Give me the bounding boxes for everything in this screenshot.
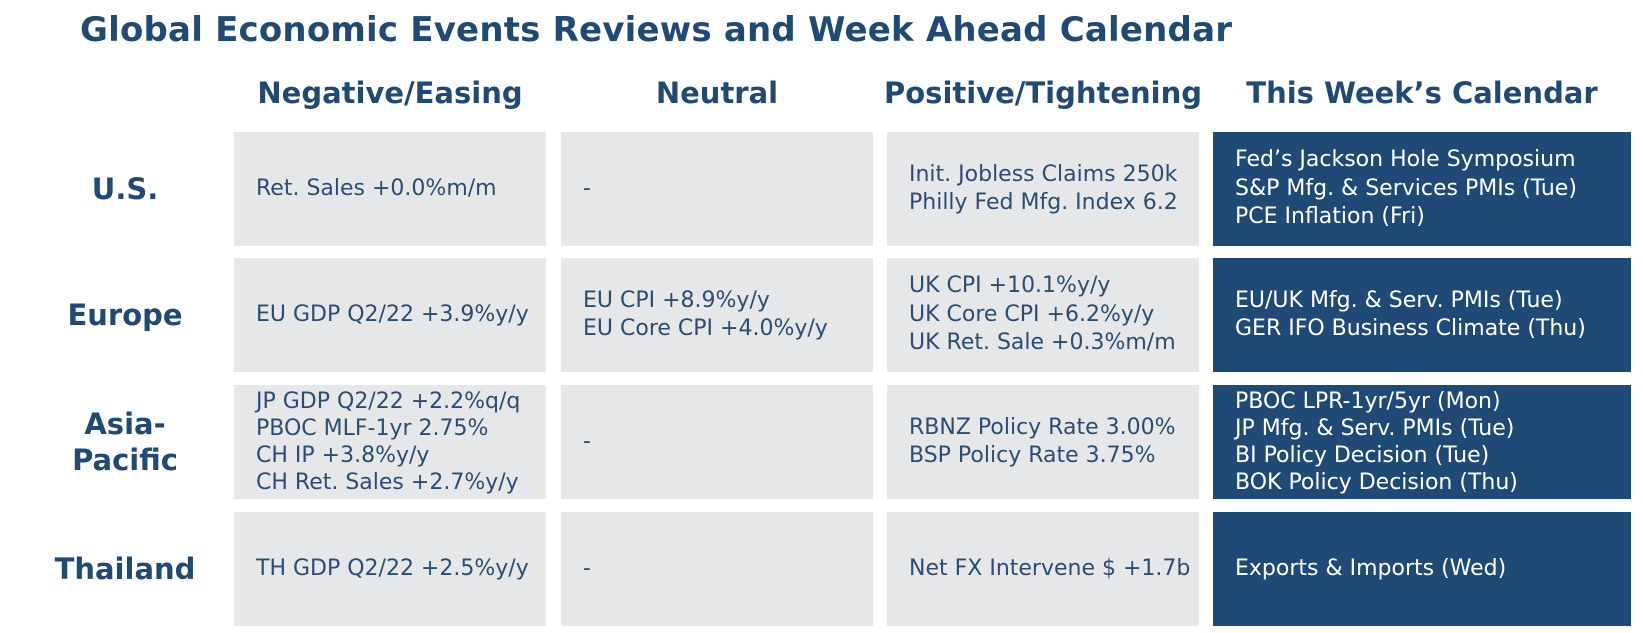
cell-europe-neutral: EU CPI +8.9%y/y EU Core CPI +4.0%y/y <box>561 258 873 372</box>
cell-line: BOK Policy Decision (Thu) <box>1235 470 1518 495</box>
cell-line: Init. Jobless Claims 250k <box>909 161 1178 187</box>
row-label-us: U.S. <box>91 172 159 206</box>
page-title: Global Economic Events Reviews and Week … <box>80 10 1233 50</box>
cell-europe-calendar: EU/UK Mfg. & Serv. PMIs (Tue) GER IFO Bu… <box>1213 258 1631 372</box>
cell-line: EU Core CPI +4.0%y/y <box>583 316 828 341</box>
column-header-this-weeks-calendar: This Week’s Calendar <box>1246 76 1598 110</box>
cell-thailand-negative: TH GDP Q2/22 +2.5%y/y <box>234 512 546 626</box>
cell-line: CH IP +3.8%y/y <box>256 443 430 468</box>
cell-asia-pacific-calendar: PBOC LPR-1yr/5yr (Mon) JP Mfg. & Serv. P… <box>1213 385 1631 499</box>
cell-thailand-neutral: - <box>561 512 873 626</box>
cell-line: UK Ret. Sale +0.3%m/m <box>909 330 1176 356</box>
cell-thailand-calendar: Exports & Imports (Wed) <box>1213 512 1631 626</box>
cell-line: BSP Policy Rate 3.75% <box>909 443 1156 468</box>
row-label-line: Asia- <box>84 407 166 441</box>
cell-europe-positive: UK CPI +10.1%y/y UK Core CPI +6.2%y/y UK… <box>887 258 1199 372</box>
cell-line: - <box>583 428 591 454</box>
cell-line: - <box>583 555 591 581</box>
row-label-line: Pacific <box>72 443 178 477</box>
cell-line: JP GDP Q2/22 +2.2%q/q <box>256 389 521 414</box>
cell-us-neutral: - <box>561 132 873 246</box>
cell-line: S&P Mfg. & Services PMIs (Tue) <box>1235 175 1577 201</box>
row-label-asia-pacific: Asia- Pacific <box>40 385 210 499</box>
cell-line: PBOC MLF-1yr 2.75% <box>256 416 489 441</box>
cell-line: RBNZ Policy Rate 3.00% <box>909 414 1176 440</box>
column-header-negative-easing: Negative/Easing <box>257 76 523 110</box>
cell-us-calendar: Fed’s Jackson Hole Symposium S&P Mfg. & … <box>1213 132 1631 246</box>
cell-europe-negative: EU GDP Q2/22 +3.9%y/y <box>234 258 546 372</box>
cell-line: PCE Inflation (Fri) <box>1235 204 1425 230</box>
cell-line: Exports & Imports (Wed) <box>1235 555 1507 581</box>
cell-line: BI Policy Decision (Tue) <box>1235 443 1490 468</box>
cell-asia-pacific-positive: RBNZ Policy Rate 3.00% BSP Policy Rate 3… <box>887 385 1199 499</box>
column-header-neutral: Neutral <box>655 76 779 110</box>
cell-line: GER IFO Business Climate (Thu) <box>1235 316 1586 341</box>
cell-us-negative: Ret. Sales +0.0%m/m <box>234 132 546 246</box>
cell-thailand-positive: Net FX Intervene $ +1.7b <box>887 512 1199 626</box>
cell-line: TH GDP Q2/22 +2.5%y/y <box>256 555 529 581</box>
cell-line: UK Core CPI +6.2%y/y <box>909 301 1155 327</box>
cell-line: Ret. Sales +0.0%m/m <box>256 175 497 201</box>
cell-line: EU CPI +8.9%y/y <box>583 287 770 313</box>
cell-line: CH Ret. Sales +2.7%y/y <box>256 470 519 495</box>
cell-asia-pacific-negative: JP GDP Q2/22 +2.2%q/q PBOC MLF-1yr 2.75%… <box>234 385 546 499</box>
row-label-europe: Europe <box>67 298 183 332</box>
cell-line: PBOC LPR-1yr/5yr (Mon) <box>1235 389 1501 414</box>
cell-line: - <box>583 175 591 201</box>
cell-line: EU/UK Mfg. & Serv. PMIs (Tue) <box>1235 287 1563 313</box>
cell-line: EU GDP Q2/22 +3.9%y/y <box>256 301 529 327</box>
cell-line: Philly Fed Mfg. Index 6.2 <box>909 190 1178 215</box>
cell-us-positive: Init. Jobless Claims 250k Philly Fed Mfg… <box>887 132 1199 246</box>
cell-line: Fed’s Jackson Hole Symposium <box>1235 147 1576 173</box>
cell-line: Net FX Intervene $ +1.7b <box>909 555 1191 581</box>
cell-asia-pacific-neutral: - <box>561 385 873 499</box>
row-label-thailand: Thailand <box>54 552 196 586</box>
cell-line: JP Mfg. & Serv. PMIs (Tue) <box>1235 416 1515 441</box>
column-header-positive-tightening: Positive/Tightening <box>884 76 1202 110</box>
cell-line: UK CPI +10.1%y/y <box>909 273 1111 299</box>
